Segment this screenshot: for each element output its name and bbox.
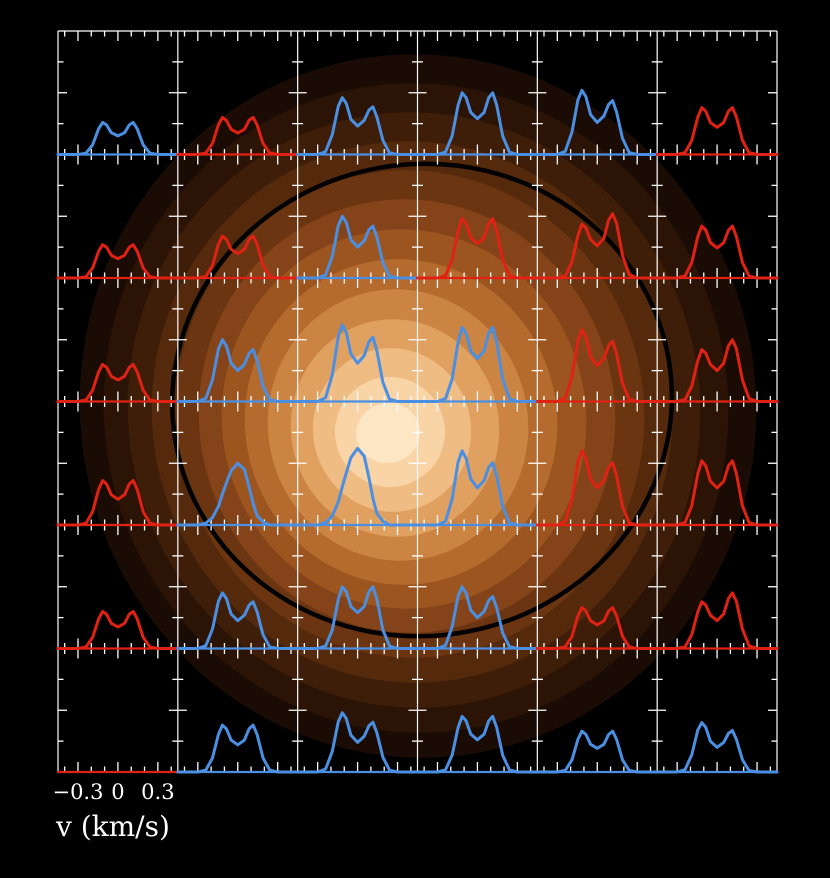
x-axis-label: v (km/s) <box>56 810 170 843</box>
x-tick-label-zero: 0 <box>111 780 125 804</box>
x-tick-label-pos03: 0.3 <box>141 780 175 804</box>
spectra <box>56 88 779 774</box>
x-tick-label-neg03: −0.3 <box>52 780 104 804</box>
